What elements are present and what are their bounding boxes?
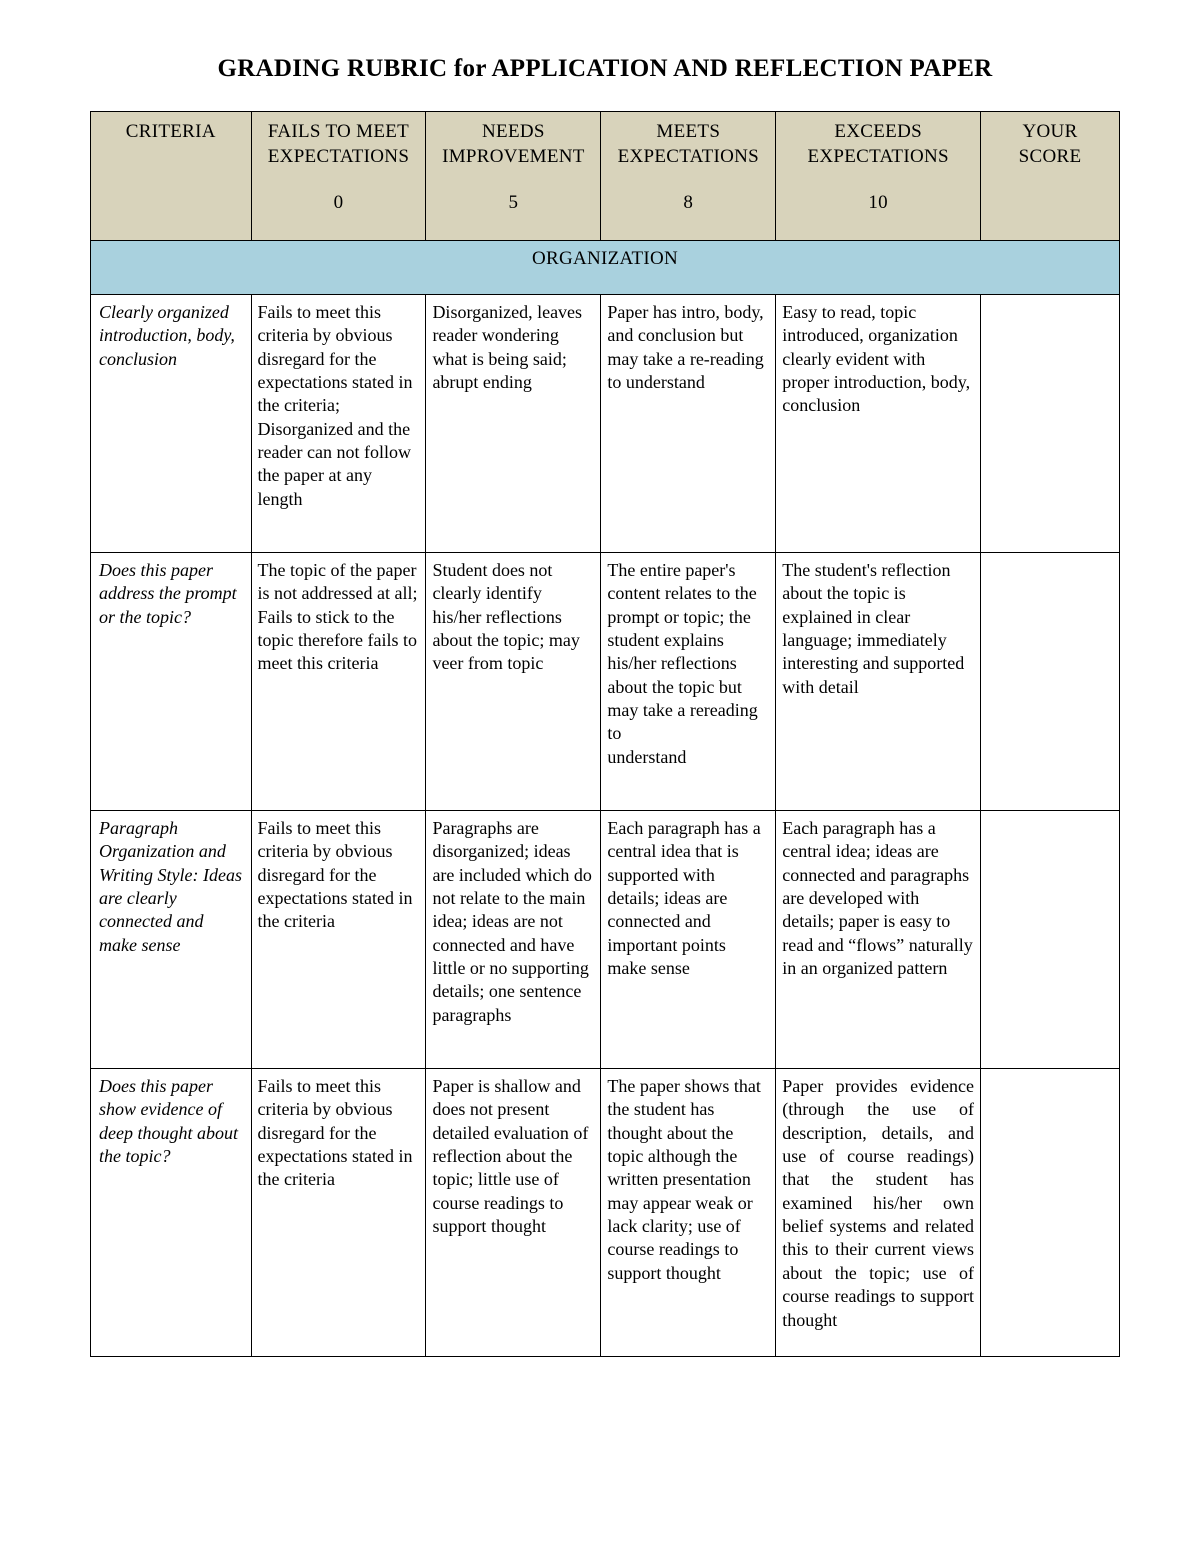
col-header-meets: MEETS EXPECTATIONS 8 — [601, 112, 776, 241]
table-row: Paragraph Organization and Writing Style… — [91, 810, 1120, 1068]
rubric-table: CRITERIA FAILS TO MEET EXPECTATIONS 0 NE… — [90, 111, 1120, 1357]
fails-cell: Fails to meet this criteria by obvious d… — [251, 294, 426, 552]
col-header-line: NEEDS — [432, 120, 594, 145]
col-header-criteria: CRITERIA — [91, 112, 252, 241]
col-header-your-score: YOUR SCORE — [981, 112, 1120, 241]
col-header-line: EXPECTATIONS — [607, 145, 769, 170]
col-header-line: YOUR — [987, 120, 1113, 145]
exceeds-cell: Easy to read, topic introduced, organiza… — [776, 294, 981, 552]
needs-cell: Paper is shallow and does not present de… — [426, 1068, 601, 1356]
your-score-cell — [981, 552, 1120, 810]
col-header-line: EXPECTATIONS — [782, 145, 974, 170]
table-row: Clearly organized introduction, body, co… — [91, 294, 1120, 552]
criteria-cell: Paragraph Organization and Writing Style… — [91, 810, 252, 1068]
col-header-fails: FAILS TO MEET EXPECTATIONS 0 — [251, 112, 426, 241]
page: GRADING RUBRIC for APPLICATION AND REFLE… — [0, 0, 1200, 1417]
col-header-line: CRITERIA — [97, 120, 245, 145]
section-label: ORGANIZATION — [91, 241, 1120, 295]
col-header-line: SCORE — [987, 145, 1113, 170]
col-header-line: FAILS TO MEET — [258, 120, 420, 145]
col-header-line: IMPROVEMENT — [432, 145, 594, 170]
document-title: GRADING RUBRIC for APPLICATION AND REFLE… — [90, 55, 1120, 83]
criteria-cell: Does this paper show evidence of deep th… — [91, 1068, 252, 1356]
meets-cell: Paper has intro, body, and conclusion bu… — [601, 294, 776, 552]
table-row: Does this paper address the prompt or th… — [91, 552, 1120, 810]
fails-cell: Fails to meet this criteria by obvious d… — [251, 1068, 426, 1356]
your-score-cell — [981, 1068, 1120, 1356]
meets-cell: Each paragraph has a central idea that i… — [601, 810, 776, 1068]
section-row: ORGANIZATION — [91, 241, 1120, 295]
col-header-needs: NEEDS IMPROVEMENT 5 — [426, 112, 601, 241]
col-header-line: EXCEEDS — [782, 120, 974, 145]
col-header-score: 0 — [258, 191, 420, 216]
table-row: Does this paper show evidence of deep th… — [91, 1068, 1120, 1356]
exceeds-cell: Paper provides evidence (through the use… — [776, 1068, 981, 1356]
needs-cell: Disorganized, leaves reader wondering wh… — [426, 294, 601, 552]
your-score-cell — [981, 294, 1120, 552]
col-header-line: EXPECTATIONS — [258, 145, 420, 170]
col-header-score: 5 — [432, 191, 594, 216]
meets-cell: The entire paper's content relates to th… — [601, 552, 776, 810]
col-header-score: 8 — [607, 191, 769, 216]
your-score-cell — [981, 810, 1120, 1068]
criteria-cell: Does this paper address the prompt or th… — [91, 552, 252, 810]
criteria-cell: Clearly organized introduction, body, co… — [91, 294, 252, 552]
col-header-line: MEETS — [607, 120, 769, 145]
needs-cell: Student does not clearly identify his/he… — [426, 552, 601, 810]
exceeds-cell: The student's reflection about the topic… — [776, 552, 981, 810]
needs-cell: Paragraphs are disorganized; ideas are i… — [426, 810, 601, 1068]
header-row: CRITERIA FAILS TO MEET EXPECTATIONS 0 NE… — [91, 112, 1120, 241]
meets-cell: The paper shows that the student has tho… — [601, 1068, 776, 1356]
exceeds-cell: Each paragraph has a central idea; ideas… — [776, 810, 981, 1068]
fails-cell: The topic of the paper is not addressed … — [251, 552, 426, 810]
col-header-exceeds: EXCEEDS EXPECTATIONS 10 — [776, 112, 981, 241]
col-header-score: 10 — [782, 191, 974, 216]
fails-cell: Fails to meet this criteria by obvious d… — [251, 810, 426, 1068]
